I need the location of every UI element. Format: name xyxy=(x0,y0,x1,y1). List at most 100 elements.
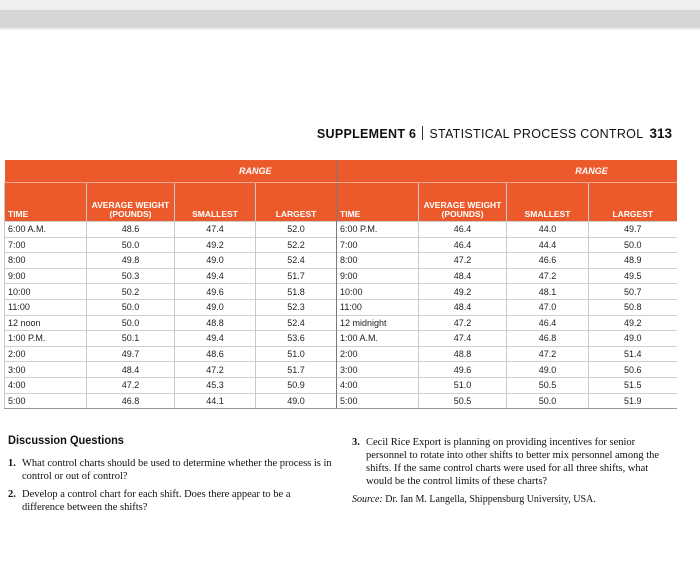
group-label: RANGE xyxy=(174,160,337,183)
table-cell: 8:00 xyxy=(336,252,419,269)
table-row: 4:00 47.2 45.3 50.9 4:00 51.0 50.5 51.5 xyxy=(4,376,677,394)
table-cell: 48.4 xyxy=(418,298,507,316)
question-number: 1. xyxy=(8,458,16,469)
table-cell: 1:00 P.M. xyxy=(4,330,87,347)
table-cell: 50.5 xyxy=(418,392,507,410)
table-row: 1:00 P.M. 50.1 49.4 53.6 1:00 A.M. 47.4 46.8 49… xyxy=(4,330,677,347)
table-cell: 1:00 A.M. xyxy=(336,330,419,347)
column-header: AVERAGE WEIGHT (POUNDS) xyxy=(418,182,507,222)
table-cell: 47.4 xyxy=(418,330,507,347)
table-cell: 6:00 P.M. xyxy=(336,221,419,238)
table-cell: 4:00 xyxy=(4,376,87,394)
table-cell: 46.4 xyxy=(418,236,507,253)
data-table: RANGE RANGE TIME AVERAGE WEIGHT (POUNDS) SMA… xyxy=(4,160,677,410)
table-cell: 50.2 xyxy=(86,283,175,300)
table-cell: 49.6 xyxy=(174,283,256,300)
table-cell: 51.9 xyxy=(588,392,677,410)
table-cell: 47.2 xyxy=(506,267,589,284)
table-cell: 49.0 xyxy=(174,252,256,269)
separator xyxy=(422,126,424,140)
table-row: 8:00 49.8 49.0 52.4 8:00 47.2 46.6 48.9 xyxy=(4,252,677,269)
table-cell: 51.8 xyxy=(254,283,337,300)
column-header: SMALLEST xyxy=(506,182,589,222)
table-cell: 44.4 xyxy=(506,236,589,253)
table-cell: 50.7 xyxy=(588,283,677,300)
table-cell: 47.2 xyxy=(86,376,175,394)
table-cell: 52.2 xyxy=(254,236,337,253)
table-row: 9:00 50.3 49.4 51.7 9:00 48.4 47.2 49.5 xyxy=(4,267,677,284)
header-cell xyxy=(4,160,175,183)
table-cell: 49.4 xyxy=(174,330,256,347)
top-band xyxy=(0,10,700,28)
group-row: RANGE RANGE xyxy=(4,160,677,183)
table-cell: 50.8 xyxy=(588,298,677,316)
group-label: RANGE xyxy=(506,160,677,183)
table-cell: 51.7 xyxy=(254,267,337,284)
question: 2. Develop a control chart for each shift… xyxy=(8,488,333,514)
source: Source: Dr. Ian M. Langella, Shippensbur… xyxy=(352,493,676,506)
table-cell: 47.0 xyxy=(506,298,589,316)
page-number: 313 xyxy=(649,126,672,141)
table-cell: 49.0 xyxy=(588,330,677,347)
header-title: STATISTICAL PROCESS CONTROL xyxy=(429,127,644,141)
question-number: 3. xyxy=(352,437,360,448)
table-cell: 51.5 xyxy=(588,376,677,394)
column-header: TIME xyxy=(4,182,87,222)
table-cell: 47.2 xyxy=(418,252,507,269)
table-cell: 50.1 xyxy=(86,330,175,347)
source-text: Dr. Ian M. Langella, Shippensburg Univer… xyxy=(385,494,596,505)
table-cell: 50.3 xyxy=(86,267,175,284)
table-cell: 12 midnight xyxy=(336,314,419,331)
column-header: TIME xyxy=(336,182,419,222)
running-header: SUPPLEMENT 6 STATISTICAL PROCESS CONTROL 3… xyxy=(317,126,672,141)
table-cell: 50.0 xyxy=(588,236,677,253)
table-cell: 46.8 xyxy=(506,330,589,347)
column-header: AVERAGE WEIGHT (POUNDS) xyxy=(86,182,175,222)
column-row: TIME AVERAGE WEIGHT (POUNDS) SMALLEST LARGE… xyxy=(4,182,677,222)
table-cell: 48.4 xyxy=(418,267,507,284)
question-text: Cecil Rice Export is planning on providi… xyxy=(366,437,660,487)
table-cell: 49.6 xyxy=(418,361,507,378)
table-cell: 47.2 xyxy=(506,345,589,362)
question-text: What control charts should be used to de… xyxy=(22,458,332,482)
table-cell: 5:00 xyxy=(4,392,87,410)
table-cell: 47.2 xyxy=(418,314,507,331)
table-cell: 5:00 xyxy=(336,392,419,410)
table-cell: 52.3 xyxy=(254,298,337,316)
table-cell: 52.4 xyxy=(254,314,337,331)
table-cell: 48.1 xyxy=(506,283,589,300)
table-cell: 47.2 xyxy=(174,361,256,378)
table-cell: 44.1 xyxy=(174,392,256,410)
table-cell: 50.0 xyxy=(506,392,589,410)
table-cell: 11:00 xyxy=(4,298,87,316)
table-cell: 50.0 xyxy=(86,298,175,316)
table-cell: 51.4 xyxy=(588,345,677,362)
column-header: LARGEST xyxy=(254,182,337,222)
table-cell: 48.6 xyxy=(174,345,256,362)
table-cell: 49.0 xyxy=(174,298,256,316)
table-cell: 49.2 xyxy=(174,236,256,253)
table-cell: 49.8 xyxy=(86,252,175,269)
table-cell: 49.5 xyxy=(588,267,677,284)
table-cell: 51.0 xyxy=(254,345,337,362)
question-text: Develop a control chart for each shift. … xyxy=(22,489,291,513)
table-row: 6:00 A.M. 48.6 47.4 52.0 6:00 P.M. 46.4 44.0 49… xyxy=(4,221,677,238)
table-cell: 45.3 xyxy=(174,376,256,394)
table-cell: 48.9 xyxy=(588,252,677,269)
table-cell: 9:00 xyxy=(4,267,87,284)
table-cell: 49.2 xyxy=(588,314,677,331)
questions-left: 1. What control charts should be used to … xyxy=(8,457,333,519)
table-cell: 46.4 xyxy=(506,314,589,331)
table-cell: 2:00 xyxy=(336,345,419,362)
table-cell: 48.6 xyxy=(86,221,175,238)
table-row: 12 noon 50.0 48.8 52.4 12 midnight 47.2 46.4 49… xyxy=(4,314,677,331)
table-row: 3:00 48.4 47.2 51.7 3:00 49.6 49.0 50.6 xyxy=(4,361,677,378)
table-cell: 48.8 xyxy=(418,345,507,362)
table-cell: 48.4 xyxy=(86,361,175,378)
table-cell: 10:00 xyxy=(4,283,87,300)
question: 3. Cecil Rice Export is planning on provi… xyxy=(352,436,676,488)
table-row: 2:00 49.7 48.6 51.0 2:00 48.8 47.2 51.4 xyxy=(4,345,677,362)
table-cell: 7:00 xyxy=(336,236,419,253)
table-cell: 50.6 xyxy=(588,361,677,378)
